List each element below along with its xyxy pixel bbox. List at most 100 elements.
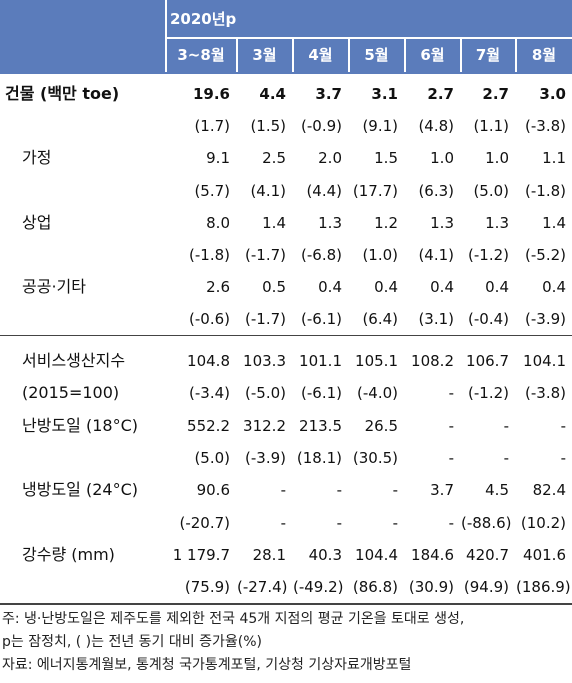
bottom-rule [0, 603, 572, 605]
value-cell: 101.1 [299, 352, 342, 370]
value-cell: (6.4) [362, 310, 398, 329]
column-header: 3월 [252, 46, 277, 64]
value-cell: 552.2 [187, 416, 230, 435]
header-separator [292, 38, 294, 72]
value-cell: 1.5 [374, 149, 398, 168]
value-cell: 8.0 [206, 213, 230, 232]
value-cell: (1.0) [362, 246, 398, 264]
value-cell: (1.5) [250, 117, 286, 136]
value-cell: (-5.0) [245, 384, 286, 403]
value-cell: - [336, 513, 342, 532]
value-cell: 2.7 [427, 85, 454, 103]
value-cell: 82.4 [532, 481, 566, 500]
column-header: 5월 [364, 46, 389, 64]
value-cell: 213.5 [299, 416, 342, 435]
value-cell: 103.3 [243, 352, 286, 370]
column-header: 7월 [475, 46, 501, 64]
value-cell: (-0.4) [468, 310, 509, 329]
value-cell: - [448, 513, 454, 532]
value-cell: (-0.9) [301, 117, 342, 136]
value-cell: (4.8) [418, 117, 454, 136]
value-cell: (1.1) [473, 117, 509, 136]
value-cell: (-3.8) [525, 384, 566, 403]
value-cell: (3.1) [418, 310, 454, 329]
value-cell: 108.2 [411, 352, 454, 370]
value-cell: 2.6 [206, 278, 230, 297]
value-cell: (4.4) [306, 181, 342, 200]
value-cell: (-0.6) [189, 310, 230, 329]
value-cell: - [280, 481, 286, 500]
footnote: 자료: 에너지통계월보, 통계청 국가통계포털, 기상청 기상자료개방포털 [2, 657, 412, 673]
value-cell: (17.7) [352, 181, 398, 200]
value-cell: - [392, 481, 398, 500]
value-cell: - [280, 513, 286, 532]
row-label: 강수량 (mm) [22, 544, 115, 564]
row-label: 서비스생산지수 [22, 351, 126, 370]
value-cell: (10.2) [520, 513, 566, 532]
value-cell: (-20.7) [179, 513, 230, 532]
value-cell: 312.2 [243, 416, 286, 435]
value-cell: 2.7 [482, 85, 509, 103]
value-cell: 3.1 [371, 85, 398, 103]
value-cell: - [448, 448, 454, 467]
column-header: 8월 [531, 46, 557, 64]
value-cell: (94.9) [463, 578, 509, 597]
row-label: 냉방도일 (24°C) [22, 480, 138, 500]
value-cell: (-1.2) [468, 246, 509, 264]
value-cell: 1.2 [374, 213, 398, 232]
row-label: 상업 [22, 212, 52, 232]
header-rule [0, 72, 572, 74]
row-label: 건물 (백만 toe) [5, 84, 120, 103]
value-cell: (-1.2) [468, 384, 509, 403]
value-cell: (4.1) [418, 246, 454, 264]
value-cell: 3.7 [315, 85, 342, 103]
value-cell: 4.4 [259, 85, 286, 103]
value-cell: 1 179.7 [172, 545, 230, 564]
value-cell: 1.3 [485, 213, 509, 232]
value-cell: - [336, 481, 342, 500]
value-cell: (4.1) [250, 181, 286, 200]
value-cell: (5.7) [194, 181, 230, 200]
column-header: 6월 [420, 46, 445, 64]
value-cell: 40.3 [308, 545, 342, 564]
header-separator [515, 38, 517, 72]
value-cell: 1.1 [542, 149, 566, 168]
value-cell: (18.1) [296, 448, 342, 467]
row-label: (2015=100) [22, 383, 120, 403]
value-cell: (186.9) [516, 578, 571, 597]
value-cell: - [448, 384, 454, 403]
value-cell: 26.5 [364, 416, 398, 435]
value-cell: 104.8 [187, 352, 230, 370]
value-cell: 2.0 [318, 149, 342, 168]
value-cell: - [503, 416, 509, 435]
value-cell: (-6.1) [301, 384, 342, 403]
value-cell: (30.5) [352, 448, 398, 467]
value-cell: 4.5 [485, 481, 509, 500]
value-cell: 0.4 [374, 278, 398, 297]
footnote: 주: 냉·난방도일은 제주도를 제외한 전국 45개 지점의 평균 기온을 토대… [2, 611, 465, 627]
value-cell: 0.4 [542, 278, 566, 297]
value-cell: (-6.1) [301, 310, 342, 329]
value-cell: - [560, 416, 566, 435]
value-cell: (-88.6) [461, 513, 512, 532]
value-cell: (6.3) [418, 181, 454, 200]
value-cell: (5.0) [194, 448, 230, 467]
header-band [0, 0, 572, 72]
value-cell: (-49.2) [293, 578, 344, 597]
value-cell: (-6.8) [301, 246, 342, 264]
value-cell: - [448, 416, 454, 435]
value-cell: 9.1 [206, 149, 230, 168]
header-title: 2020년p [170, 10, 237, 28]
value-cell: 420.7 [466, 545, 509, 564]
footnote: p는 잠정치, ( )는 전년 동기 대비 증가율(%) [2, 634, 262, 650]
header-separator [166, 37, 572, 39]
value-cell: (30.9) [408, 578, 454, 597]
value-cell: 28.1 [252, 545, 286, 564]
value-cell: 104.4 [355, 545, 398, 564]
value-cell: (-1.8) [189, 246, 230, 264]
value-cell: (-1.7) [245, 246, 286, 264]
row-label: 난방도일 (18°C) [22, 415, 138, 435]
value-cell: (-3.4) [189, 384, 230, 403]
value-cell: (-1.7) [245, 310, 286, 329]
value-cell: (-3.9) [245, 448, 286, 467]
